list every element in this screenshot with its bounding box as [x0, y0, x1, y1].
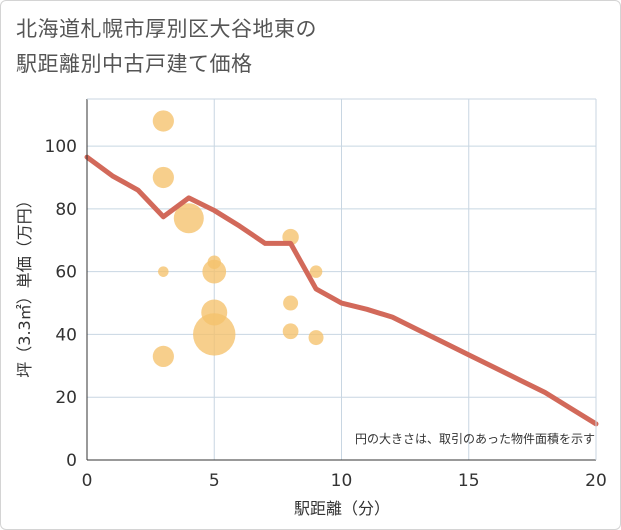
bubble-point — [193, 313, 236, 356]
y-tick-label: 100 — [45, 137, 77, 157]
y-tick-label: 20 — [55, 388, 77, 408]
y-tick-label: 40 — [55, 325, 77, 345]
trend-line — [84, 154, 599, 427]
grid-lines — [87, 99, 597, 460]
bubble-point — [283, 295, 299, 311]
y-axis-label: 坪（3.3㎡）単価（万円） — [15, 192, 34, 377]
bubble-point — [158, 266, 169, 277]
bubble-point — [173, 203, 204, 234]
tick-labels: 0 5 10 15 20 0 20 40 60 80 100 — [45, 137, 607, 491]
x-tick-label: 5 — [209, 471, 220, 491]
x-tick-label: 15 — [458, 471, 480, 491]
y-tick-label: 60 — [55, 263, 77, 283]
axes — [86, 98, 597, 461]
y-tick-label: 0 — [66, 451, 77, 471]
x-axis-label: 駅距離（分） — [294, 499, 390, 518]
bubble-point — [308, 330, 324, 346]
trend-line-group — [84, 154, 599, 427]
bubble-series — [152, 110, 324, 368]
bubble-point — [152, 166, 174, 189]
x-tick-label: 20 — [585, 471, 607, 491]
y-tick-label: 80 — [55, 200, 77, 220]
title-line-2: 駅距離別中古戸建て価格 — [16, 52, 253, 76]
bubble-point — [309, 265, 323, 278]
bubble-point — [202, 259, 227, 284]
x-tick-label: 0 — [82, 471, 93, 491]
x-tick-label: 10 — [331, 471, 353, 491]
bubble-point — [152, 110, 174, 132]
bubble-point — [152, 345, 174, 368]
chart-title: 北海道札幌市厚別区大谷地東の 駅距離別中古戸建て価格 — [16, 12, 317, 82]
title-line-1: 北海道札幌市厚別区大谷地東の — [16, 17, 317, 41]
bubble-size-note: 円の大きさは、取引のあった物件面積を示す — [355, 431, 595, 446]
bubble-point — [282, 323, 299, 340]
